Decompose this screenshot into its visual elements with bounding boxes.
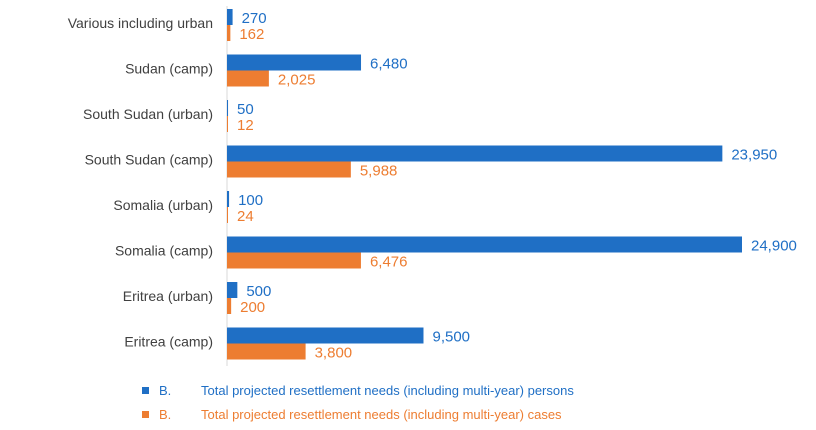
bar-persons-somalia-camp	[227, 236, 742, 253]
bar-persons-eritrea-urban	[227, 282, 238, 298]
legend-item-cases: B. Total projected resettlement needs (i…	[142, 407, 562, 422]
category-label-somalia-urban: Somalia (urban)	[113, 197, 213, 213]
data-label-persons-eritrea-urban: 500	[246, 283, 271, 300]
data-label-persons-eritrea-camp: 9,500	[432, 329, 470, 346]
data-label-persons-sudan-camp: 6,480	[370, 56, 408, 73]
legend-swatch-persons	[142, 387, 149, 394]
data-label-cases-sudan-camp: 2,025	[278, 72, 316, 89]
data-label-cases-somalia-camp: 6,476	[370, 254, 408, 271]
data-label-cases-somalia-urban: 24	[237, 208, 254, 225]
category-label-eritrea-camp: Eritrea (camp)	[124, 334, 213, 350]
bar-persons-various-including-urban	[227, 9, 233, 25]
category-label-somalia-camp: Somalia (camp)	[115, 243, 213, 259]
legend-label-persons: Total projected resettlement needs (incl…	[201, 383, 574, 398]
data-label-cases-south-sudan-urban: 12	[237, 117, 254, 134]
bar-cases-eritrea-camp	[227, 343, 306, 360]
data-label-cases-eritrea-camp: 3,800	[315, 345, 353, 362]
category-label-sudan-camp: Sudan (camp)	[125, 61, 213, 77]
legend-prefix-persons: B.	[159, 383, 172, 398]
data-label-persons-various-including-urban: 270	[242, 10, 267, 27]
bar-persons-somalia-urban	[227, 191, 230, 207]
bar-persons-south-sudan-urban	[227, 100, 229, 116]
data-label-cases-south-sudan-camp: 5,988	[360, 163, 398, 180]
bar-cases-south-sudan-urban	[227, 116, 228, 132]
data-label-cases-eritrea-urban: 200	[240, 299, 265, 316]
bar-cases-somalia-camp	[227, 252, 361, 269]
bar-cases-south-sudan-camp	[227, 161, 351, 178]
data-label-persons-south-sudan-urban: 50	[237, 101, 254, 118]
data-label-cases-various-including-urban: 162	[239, 26, 264, 43]
legend-item-persons: B. Total projected resettlement needs (i…	[142, 383, 574, 398]
category-label-south-sudan-camp: South Sudan (camp)	[85, 152, 213, 168]
bar-persons-eritrea-camp	[227, 327, 424, 344]
data-label-persons-south-sudan-camp: 23,950	[731, 147, 777, 164]
legend-prefix-cases: B.	[159, 407, 172, 422]
bar-cases-eritrea-urban	[227, 298, 232, 314]
data-label-persons-somalia-urban: 100	[238, 192, 263, 209]
category-label-eritrea-urban: Eritrea (urban)	[123, 288, 213, 304]
bar-cases-various-including-urban	[227, 25, 231, 41]
bar-persons-sudan-camp	[227, 54, 362, 71]
bar-cases-somalia-urban	[227, 207, 228, 223]
data-label-persons-somalia-camp: 24,900	[751, 238, 797, 255]
bar-persons-south-sudan-camp	[227, 145, 723, 162]
legend-swatch-cases	[142, 411, 149, 418]
legend-label-cases: Total projected resettlement needs (incl…	[201, 407, 562, 422]
bar-cases-sudan-camp	[227, 70, 269, 87]
category-label-south-sudan-urban: South Sudan (urban)	[83, 106, 213, 122]
category-label-various-including-urban: Various including urban	[68, 15, 213, 31]
